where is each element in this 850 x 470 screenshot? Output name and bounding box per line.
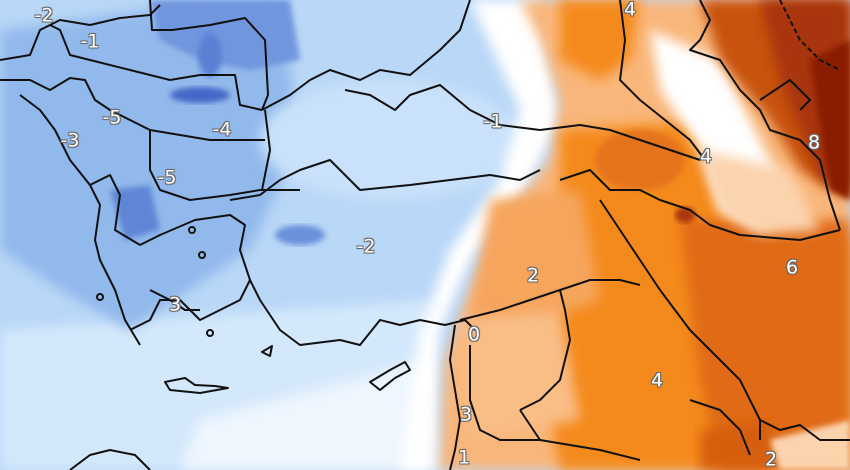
- anomaly-color-field: [0, 0, 850, 470]
- country-borders: [0, 0, 850, 470]
- temperature-anomaly-map: -2 -1 -5 -3 -4 -5 -1 -2 3 4 4 8 6 2 0 4 …: [0, 0, 850, 470]
